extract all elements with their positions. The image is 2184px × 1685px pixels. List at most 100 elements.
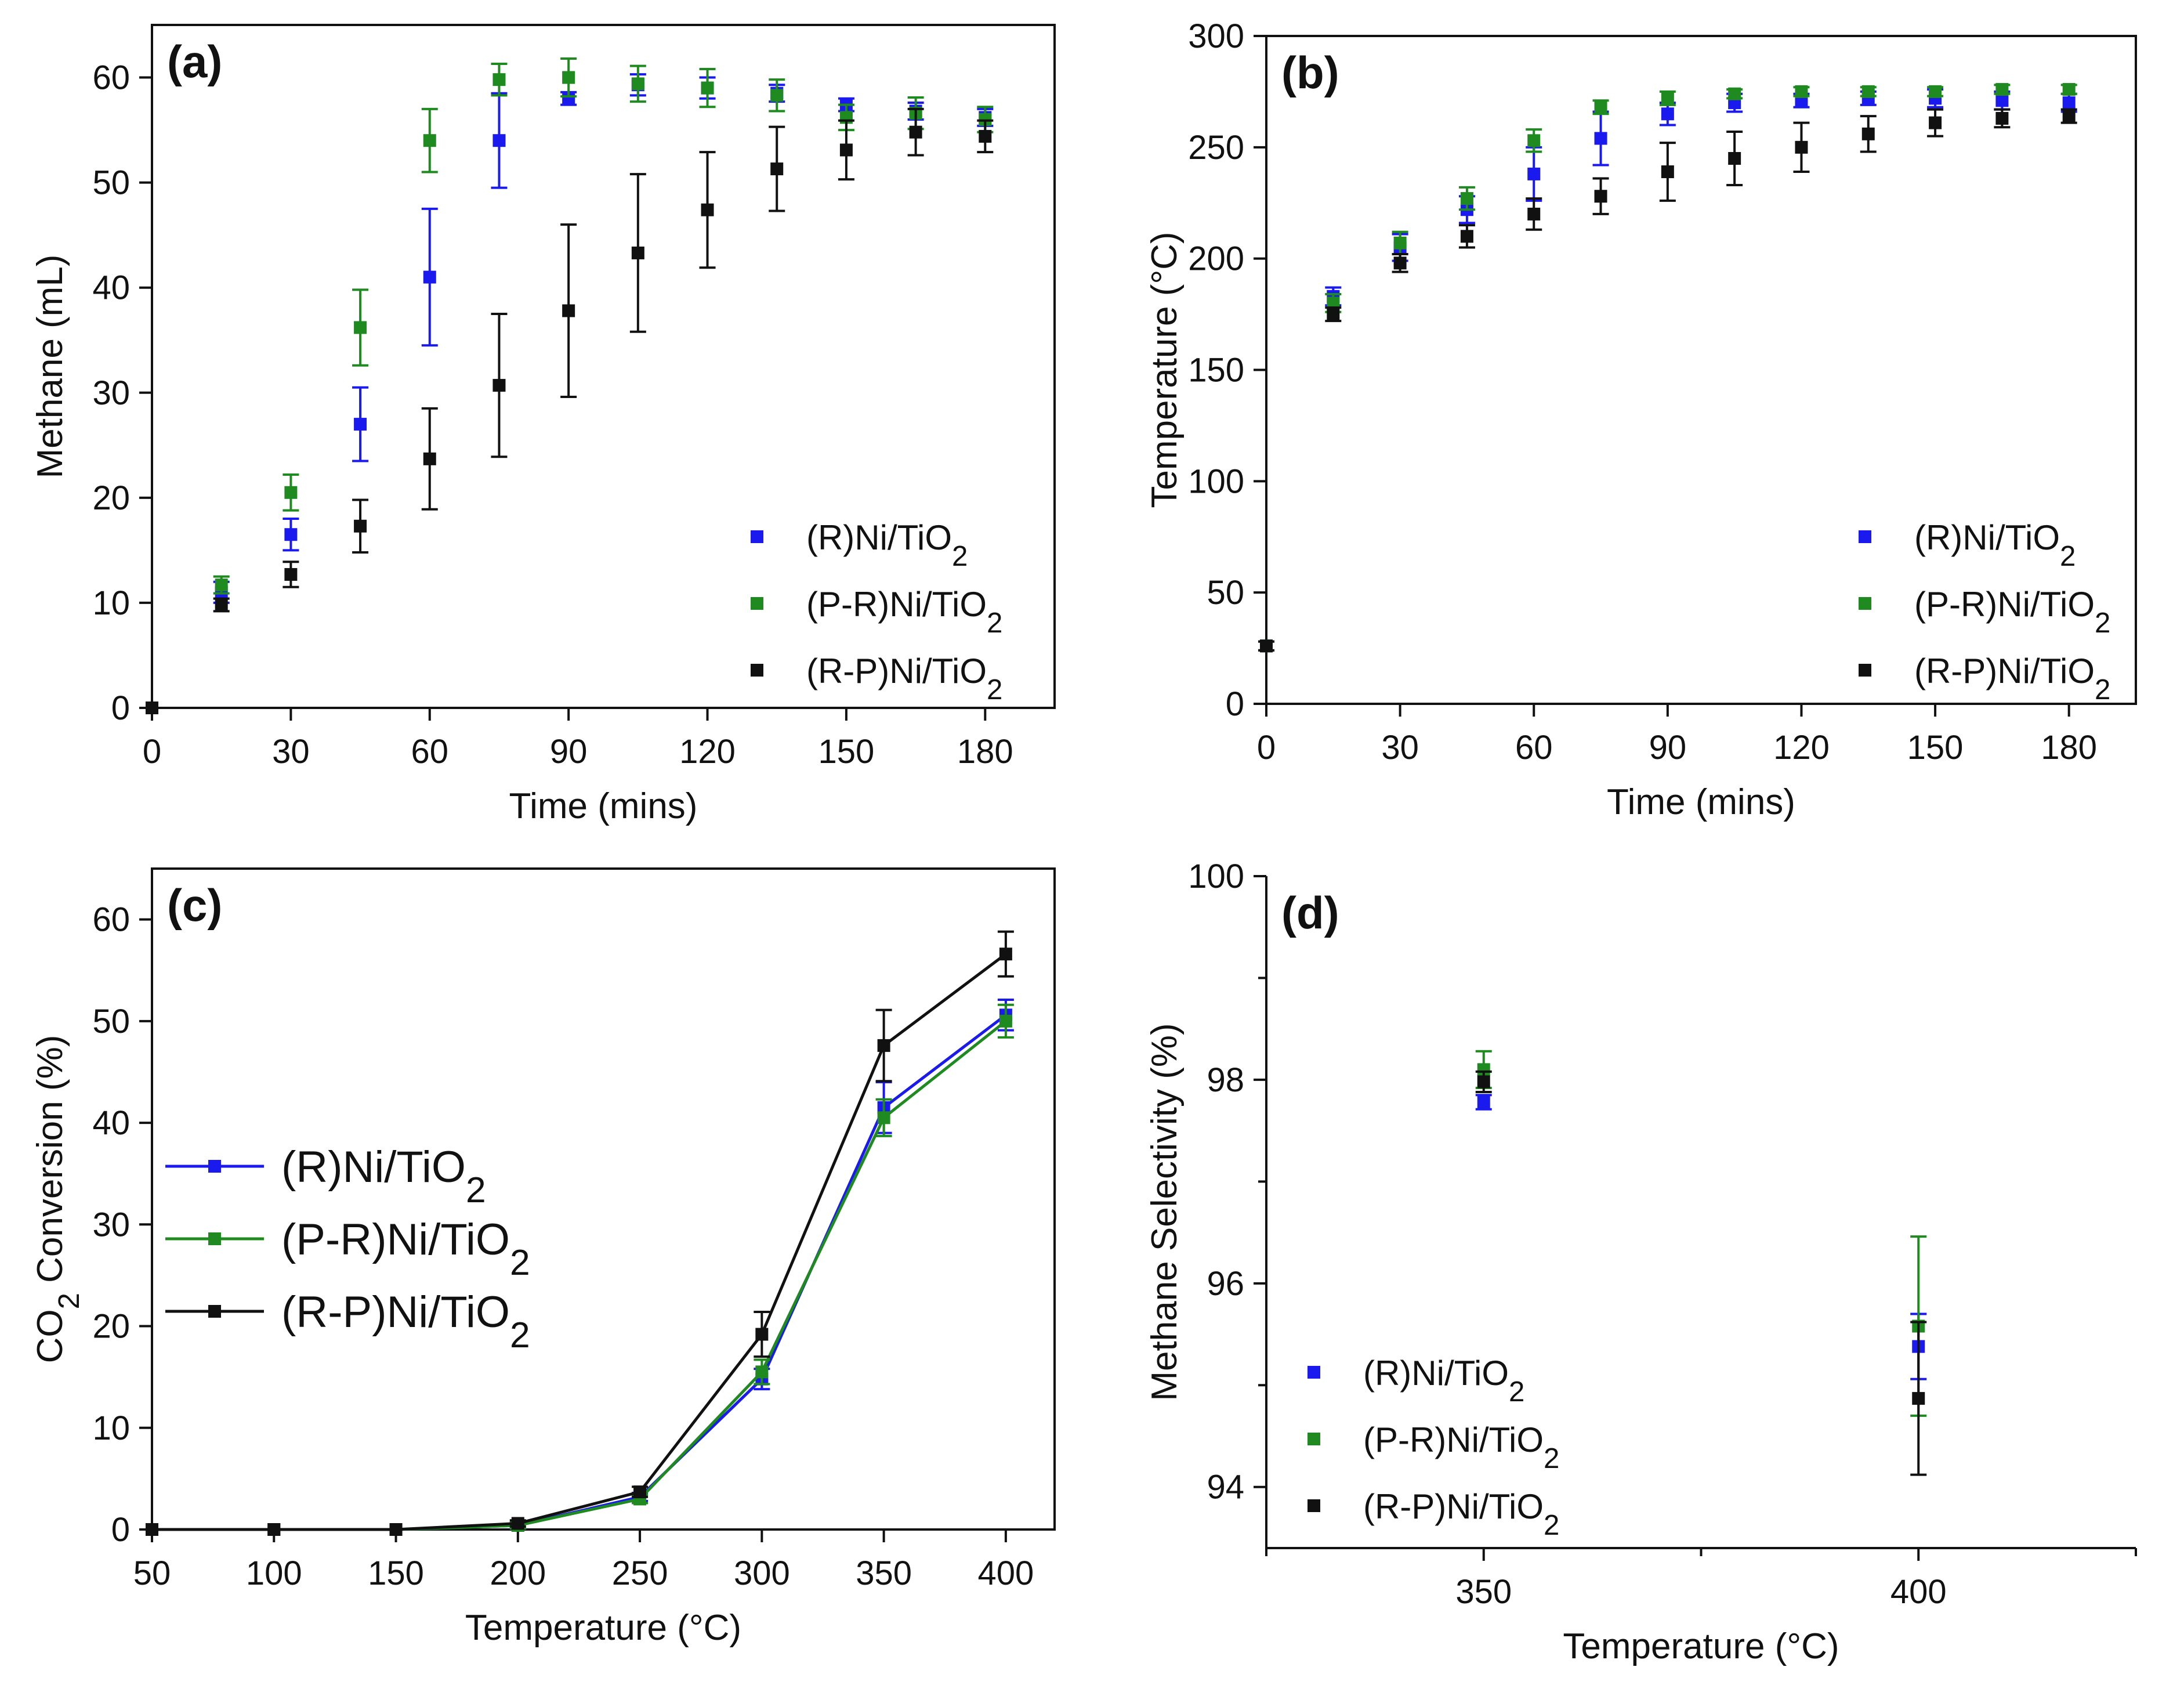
data-point [877,1039,890,1052]
y-tick-label: 50 [1207,574,1244,612]
data-point [2062,83,2076,96]
y-tick-label: 250 [1188,129,1244,167]
x-tick-label: 90 [550,733,588,771]
x-tick-label: 120 [1773,729,1830,766]
data-point [633,1485,647,1499]
panel-label: (c) [167,880,222,931]
series-2 [146,107,994,714]
data-point [909,125,922,139]
data-point [999,948,1012,961]
legend-label: (R-P)Ni/TiO2 [806,652,1002,706]
series-2 [1258,108,2077,653]
x-tick-label: 150 [1907,729,1964,766]
data-point [1929,116,1942,129]
data-point [1929,85,1942,98]
y-axis-label: CO2 Conversion (%) [30,1035,85,1364]
y-axis-label: Methane Selectivity (%) [1144,1023,1185,1401]
legend-label-part-1: 2 [952,540,968,572]
legend-marker [208,1305,221,1318]
y-tick-label: 30 [92,1206,130,1243]
data-point [562,304,575,317]
legend-label-part-0: (R)Ni/TiO [1914,518,2060,557]
y-tick-label: 0 [1226,685,1244,723]
y-tick-label: 300 [1188,17,1244,55]
data-point [999,1014,1012,1028]
data-point [1861,127,1875,140]
legend-label: (R-P)Ni/TiO2 [281,1288,530,1355]
data-point [1527,134,1541,147]
data-point [1460,192,1473,205]
legend-label: (P-R)Ni/TiO2 [806,585,1002,639]
data-point [631,77,644,91]
y-tick-label: 150 [1188,352,1244,389]
x-axis-label: Time (mins) [1607,782,1795,822]
legend-label: (R)Ni/TiO2 [1363,1354,1524,1408]
legend-label-part-1: 2 [510,1243,530,1283]
x-tick-label: 180 [957,733,1013,771]
x-tick-label: 50 [133,1554,171,1592]
x-axis-label: Temperature (°C) [1563,1626,1839,1666]
y-tick-label: 96 [1207,1265,1244,1303]
legend-label-part-0: (P-R)Ni/TiO [806,585,987,624]
x-tick-label: 120 [679,733,736,771]
legend-label: (R)Ni/TiO2 [281,1142,486,1210]
legend-label: (R-P)Ni/TiO2 [1363,1487,1559,1541]
data-point [755,1365,769,1379]
data-point [1260,639,1273,653]
data-point [1477,1095,1490,1109]
data-point [1594,100,1607,114]
legend-marker [751,664,763,677]
legend-label-part-1: 2 [510,1315,530,1355]
data-point [755,1328,769,1341]
y-tick-label: 30 [92,374,130,412]
x-tick-label: 200 [490,1554,546,1592]
x-tick-label: 0 [143,733,161,771]
legend-label-part-0: (P-R)Ni/TiO [281,1215,510,1264]
y-tick-label: 10 [92,1409,130,1447]
y-tick-label: 94 [1207,1469,1244,1506]
legend-label: (R-P)Ni/TiO2 [1914,652,2110,706]
data-point [146,702,158,714]
legend-marker [208,1232,221,1245]
x-tick-label: 400 [1890,1573,1947,1611]
x-axis-label: Time (mins) [509,786,698,826]
series-1 [1258,83,2077,653]
data-point [1527,167,1541,180]
data-point [492,73,506,86]
data-point [1795,85,1808,98]
series-0 [1475,1094,1927,1380]
panel-label: (b) [1281,47,1339,98]
data-point [877,1111,890,1124]
data-point [979,129,992,143]
plot-frame [151,867,1056,1531]
data-point [562,71,575,84]
y-axis-label-part-1: 2 [52,1293,85,1309]
y-tick-label: 50 [92,164,130,202]
data-point [1795,140,1808,154]
y-tick-label: 50 [92,1003,130,1040]
x-tick-label: 100 [246,1554,302,1592]
x-tick-label: 180 [2041,729,2097,766]
legend-marker [1307,1499,1320,1512]
legend-marker [208,1160,221,1173]
data-point [1594,190,1607,203]
legend-label-part-1: 2 [1544,1442,1559,1474]
y-tick-label: 10 [92,584,130,622]
x-tick-label: 150 [818,733,875,771]
legend-marker [1859,664,1871,677]
legend-label: (R)Ni/TiO2 [1914,518,2076,572]
legend-label-part-0: (R-P)Ni/TiO [1914,652,2095,690]
x-tick-label: 0 [1257,729,1276,766]
legend-label-part-1: 2 [1509,1376,1524,1408]
data-point [1728,87,1741,100]
legend-label-part-1: 2 [2060,540,2076,572]
legend-label-part-0: (R)Ni/TiO [806,518,952,557]
legend: (R)Ni/TiO2(P-R)Ni/TiO2(R-P)Ni/TiO2 [165,1142,530,1355]
data-point [284,486,298,499]
x-tick-label: 90 [1649,729,1687,766]
legend-label-part-0: (R)Ni/TiO [1363,1354,1509,1393]
legend-label-part-1: 2 [987,607,1002,639]
data-point [1912,1392,1925,1405]
data-point [770,162,784,176]
